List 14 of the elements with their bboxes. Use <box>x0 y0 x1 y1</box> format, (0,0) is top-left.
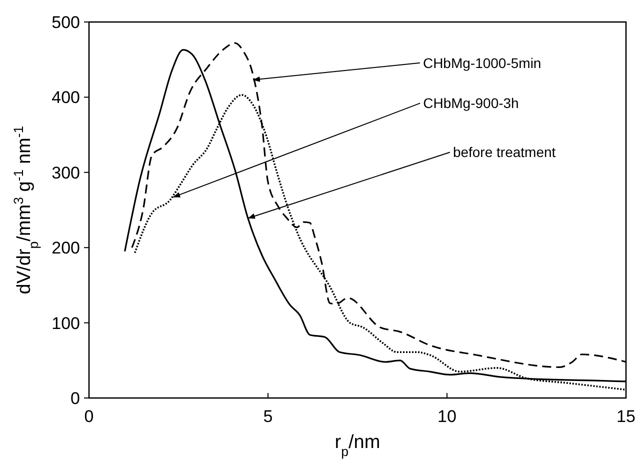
y-tick-label: 0 <box>70 388 80 408</box>
y-tick-label: 500 <box>52 12 80 32</box>
x-tick-label: 0 <box>84 407 94 426</box>
x-tick-label: 5 <box>263 407 273 426</box>
x-tick-label: 10 <box>438 407 456 426</box>
y-tick-label: 100 <box>52 314 80 333</box>
annotation: CHbMg-1000-5min <box>422 54 542 71</box>
x-tick-label: 15 <box>616 407 636 426</box>
x-axis-title: r$_{p}$/nm <box>334 432 380 458</box>
y-tick-label: 200 <box>52 238 80 258</box>
y-tick-label: 400 <box>52 88 80 108</box>
annotation: before treatment <box>452 144 556 160</box>
y-tick-label: 300 <box>52 163 80 182</box>
annotation: CHbMg-900-3h <box>423 95 519 112</box>
